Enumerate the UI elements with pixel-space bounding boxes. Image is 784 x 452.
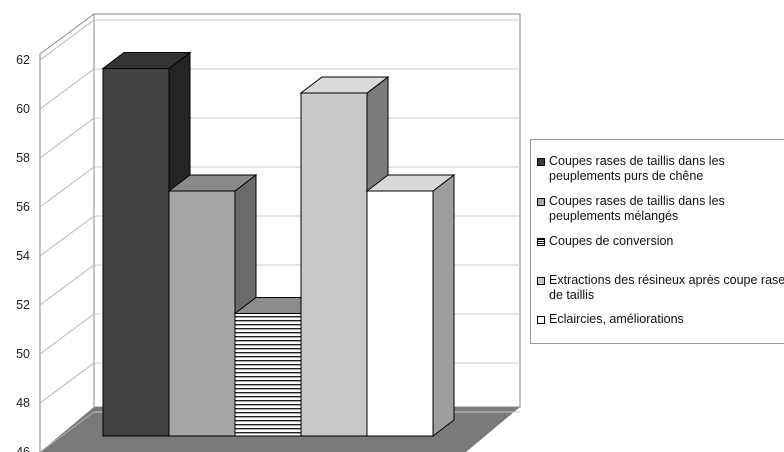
y-tick-label: 62 — [16, 53, 30, 67]
gridline-left — [39, 411, 95, 452]
legend-swatch — [537, 198, 545, 206]
y-tick-label: 56 — [16, 200, 30, 214]
legend-item: Coupes rases de taillis dans les peuplem… — [537, 194, 784, 224]
bar — [234, 313, 302, 437]
gridline-left — [39, 362, 95, 404]
legend-swatch — [537, 277, 545, 285]
gridline-left — [39, 313, 95, 355]
legend-label: Eclaircies, améliorations — [549, 312, 684, 326]
legend-label: Coupes de conversion — [549, 234, 674, 248]
gridline-left — [39, 117, 95, 159]
bar — [102, 68, 170, 437]
y-tick-label: 52 — [16, 298, 30, 312]
legend-label: Coupes rases de taillis dans les peuplem… — [549, 154, 725, 183]
gridline-left — [39, 215, 95, 257]
legend-swatch — [537, 238, 545, 246]
gridline-left — [39, 166, 95, 208]
legend-item: Coupes de conversion — [537, 234, 784, 249]
legend-label: Extractions des résineux après coupe ras… — [549, 273, 784, 302]
gridline-left — [39, 19, 95, 61]
y-tick-label: 60 — [16, 102, 30, 116]
gridline-left — [39, 68, 95, 110]
legend-swatch — [537, 316, 545, 324]
legend-item: Coupes rases de taillis dans les peuplem… — [537, 154, 784, 184]
legend-swatch — [537, 158, 545, 166]
left-wall-top-edge — [39, 13, 95, 55]
y-tick-label: 46 — [16, 445, 30, 452]
bar — [366, 190, 434, 437]
y-tick-label: 50 — [16, 347, 30, 361]
bar-side — [432, 173, 455, 438]
legend-item: Eclaircies, améliorations — [537, 312, 784, 327]
y-tick-label: 58 — [16, 151, 30, 165]
bar — [300, 92, 368, 437]
bar — [168, 190, 236, 437]
legend-label: Coupes rases de taillis dans les peuplem… — [549, 194, 725, 223]
gridline-left — [39, 264, 95, 306]
y-tick-label: 48 — [16, 396, 30, 410]
y-tick-label: 54 — [16, 249, 30, 263]
legend-item: Extractions des résineux après coupe ras… — [537, 273, 784, 303]
chart-legend: Coupes rases de taillis dans les peuplem… — [530, 139, 784, 344]
